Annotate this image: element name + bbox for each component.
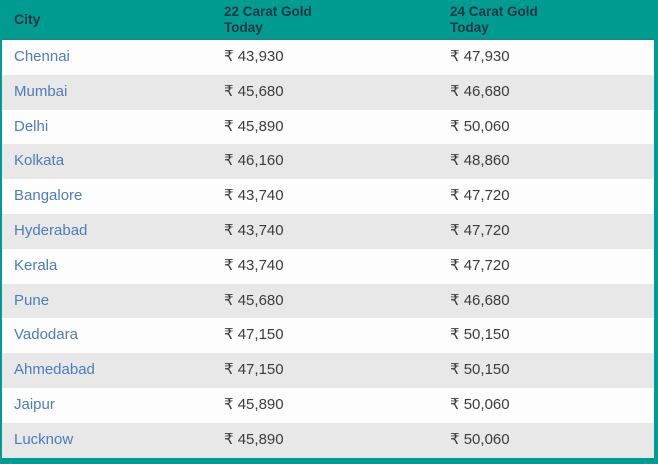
table-row: Ahmedabad ₹ 47,150 ₹ 50,150 [2, 353, 654, 388]
price-22-carat: ₹ 47,150 [224, 326, 284, 344]
city-cell: Jaipur [2, 388, 212, 423]
city-link[interactable]: Jaipur [14, 395, 55, 413]
city-link[interactable]: Bangalore [14, 187, 83, 205]
table-row: Kolkata ₹ 46,160 ₹ 48,860 [2, 144, 654, 180]
column-header-22-carat-label: 22 Carat Gold Today [224, 4, 312, 35]
price-24-carat: ₹ 46,680 [450, 291, 510, 309]
table-row: Delhi ₹ 45,890 ₹ 50,060 [2, 109, 654, 145]
price-24-carat: ₹ 50,060 [450, 430, 510, 448]
city-link[interactable]: Vadodara [14, 326, 78, 344]
price-22-carat: ₹ 43,740 [224, 221, 284, 239]
column-header-city-label: City [14, 11, 41, 27]
city-cell: Vadodara [2, 318, 212, 353]
city-link[interactable]: Delhi [14, 117, 49, 135]
table-row: Vadodara ₹ 47,150 ₹ 50,150 [2, 318, 654, 354]
table-header-row: City 22 Carat Gold Today 24 Carat Gold T… [2, 0, 654, 40]
price-22-carat: ₹ 45,680 [224, 291, 284, 309]
price-24-carat: ₹ 46,680 [450, 82, 510, 100]
table-row: Hyderabad ₹ 43,740 ₹ 47,720 [2, 213, 654, 249]
city-cell: Ahmedabad [2, 353, 212, 388]
table-row: Bangalore ₹ 43,740 ₹ 47,720 [2, 179, 654, 214]
city-cell: Hyderabad [2, 214, 212, 249]
city-link[interactable]: Kerala [14, 256, 58, 274]
price-22-carat: ₹ 45,890 [224, 430, 284, 448]
city-link[interactable]: Hyderabad [14, 221, 88, 239]
city-link[interactable]: Lucknow [14, 430, 74, 448]
city-cell: Bangalore [2, 179, 212, 214]
column-header-24-carat-label: 24 Carat Gold Today [450, 4, 538, 35]
price-22-carat: ₹ 45,890 [224, 395, 284, 413]
price-22-carat: ₹ 43,740 [224, 187, 284, 205]
price-24-carat: ₹ 47,720 [450, 221, 510, 239]
column-header-24-carat: 24 Carat Gold Today [438, 0, 654, 38]
city-cell: Kerala [2, 249, 212, 284]
price-22-carat: ₹ 43,740 [224, 256, 284, 274]
city-link[interactable]: Mumbai [14, 82, 68, 100]
price-22-carat: ₹ 46,160 [224, 152, 284, 170]
price-22-carat: ₹ 43,930 [224, 48, 284, 65]
table-body: Chennai ₹ 43,930 ₹ 47,930 Mumbai ₹ 45,680 ₹ 4… [2, 40, 654, 458]
city-link[interactable]: Chennai [14, 48, 70, 65]
price-24-carat: ₹ 48,860 [450, 152, 510, 170]
price-24-carat: ₹ 50,060 [450, 395, 510, 413]
price-24-carat: ₹ 47,720 [450, 256, 510, 274]
gold-price-table: City 22 Carat Gold Today 24 Carat Gold T… [2, 0, 654, 458]
table-row: Chennai ₹ 43,930 ₹ 47,930 [2, 40, 654, 75]
price-24-carat: ₹ 50,150 [450, 361, 510, 379]
table-row: Kerala ₹ 43,740 ₹ 47,720 [2, 248, 654, 284]
city-link[interactable]: Pune [14, 291, 50, 309]
table-row: Mumbai ₹ 45,680 ₹ 46,680 [2, 74, 654, 110]
price-24-carat: ₹ 50,150 [450, 326, 510, 344]
city-cell: Delhi [2, 110, 212, 145]
price-22-carat: ₹ 45,890 [224, 117, 284, 135]
table-row: Pune ₹ 45,680 ₹ 46,680 [2, 283, 654, 319]
city-cell: Lucknow [2, 423, 212, 458]
price-24-carat: ₹ 47,930 [450, 48, 510, 65]
city-cell: Kolkata [2, 144, 212, 179]
city-cell: Pune [2, 284, 212, 319]
city-cell: Chennai [2, 40, 212, 75]
price-22-carat: ₹ 47,150 [224, 361, 284, 379]
table-row: Lucknow ₹ 45,890 ₹ 50,060 [2, 422, 654, 458]
price-22-carat: ₹ 45,680 [224, 82, 284, 100]
city-cell: Mumbai [2, 75, 212, 110]
city-link[interactable]: Kolkata [14, 152, 65, 170]
city-link[interactable]: Ahmedabad [14, 361, 95, 379]
price-24-carat: ₹ 50,060 [450, 117, 510, 135]
column-header-22-carat: 22 Carat Gold Today [212, 0, 438, 38]
price-24-carat: ₹ 47,720 [450, 187, 510, 205]
column-header-city: City [2, 0, 212, 38]
table-row: Jaipur ₹ 45,890 ₹ 50,060 [2, 387, 654, 423]
